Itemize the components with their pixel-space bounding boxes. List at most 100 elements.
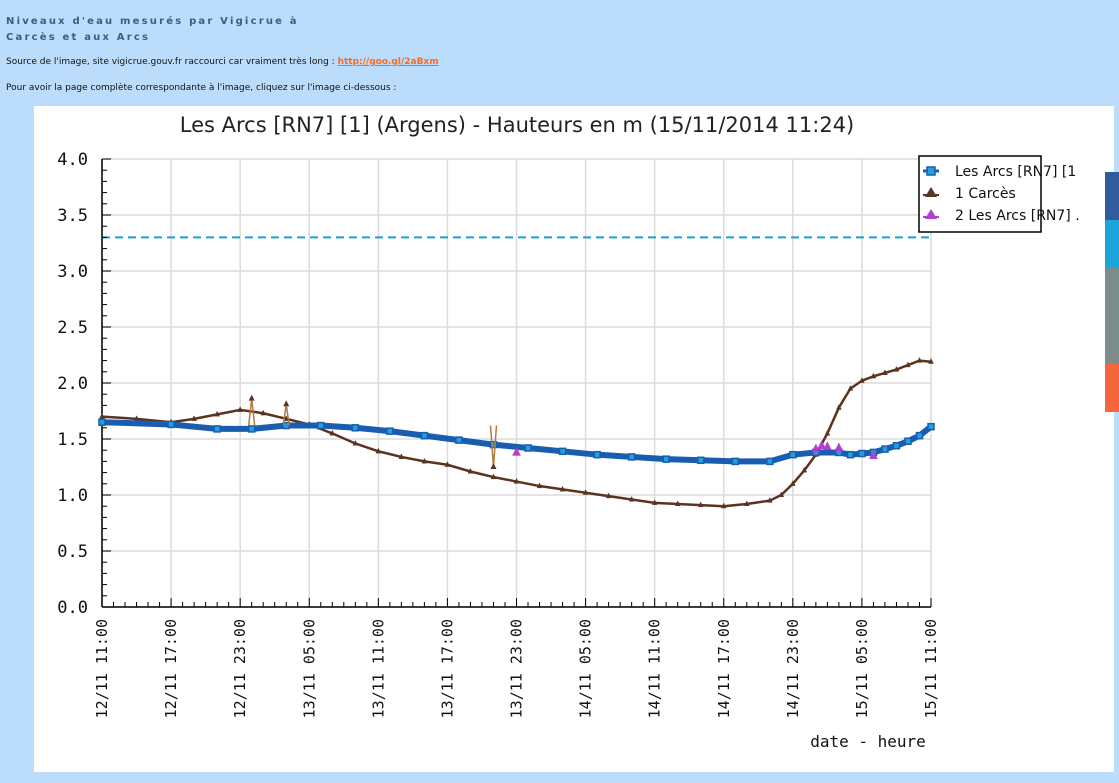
legend-marker-2 — [925, 187, 937, 197]
series-point-2 — [536, 482, 543, 489]
source-link[interactable]: http://goo.gl/2aBxm — [337, 57, 439, 67]
series-point-3 — [817, 440, 827, 449]
y-tick-label: 3.0 — [57, 262, 88, 282]
series-point-1 — [696, 456, 705, 465]
hint-text: Pour avoir la page complète correspondan… — [6, 83, 397, 93]
series-point-1 — [892, 441, 901, 450]
series-point-2 — [651, 499, 658, 505]
page-title: Niveaux d'eau mesurés par Vigicrue à Car… — [6, 14, 299, 46]
page-title-line1: Niveaux d'eau mesurés par Vigicrue à — [6, 16, 299, 27]
water-level-chart: Les Arcs [RN7] [1] (Argens) - Hauteurs e… — [57, 113, 1080, 751]
x-tick-label: 12/11 17:00 — [162, 619, 180, 718]
series-point-1 — [881, 445, 889, 453]
y-tick-label: 2.5 — [57, 318, 88, 338]
series-point-1 — [455, 436, 463, 444]
series-point-1 — [317, 421, 325, 430]
series-point-2 — [905, 361, 911, 368]
series-point-1 — [558, 447, 567, 456]
series-point-1 — [98, 418, 106, 426]
series-point-2 — [398, 453, 405, 459]
series-point-2 — [778, 491, 785, 498]
legend-marker-1 — [926, 166, 936, 176]
series-point-2 — [582, 489, 589, 495]
series-point-1 — [167, 420, 175, 429]
series-point-2 — [697, 501, 704, 508]
x-tick-label: 13/11 17:00 — [438, 619, 456, 718]
legend-marker-3 — [925, 209, 937, 219]
legend-label-3: 2 Les Arcs [RN7] . — [955, 208, 1080, 224]
y-tick-label: 2.0 — [57, 374, 88, 394]
x-tick-label: 15/11 05:00 — [853, 619, 871, 718]
series-point-1 — [858, 449, 866, 458]
series-point-1 — [846, 450, 855, 459]
series-point-2 — [421, 457, 428, 464]
side-bar-2 — [1105, 220, 1119, 268]
x-tick-label: 14/11 11:00 — [646, 619, 664, 718]
series-point-1 — [386, 427, 394, 435]
x-tick-label: 12/11 23:00 — [231, 619, 249, 718]
series-spike-marker — [283, 400, 290, 407]
source-line: Source de l'image, site vigicrue.gouv.fr… — [6, 57, 439, 67]
series-point-2 — [237, 406, 243, 412]
series-point-1 — [351, 424, 360, 432]
series-point-2 — [513, 478, 520, 484]
x-tick-label: 14/11 23:00 — [784, 619, 802, 718]
series-point-2 — [490, 473, 497, 480]
chart-title: Les Arcs [RN7] [1] (Argens) - Hauteurs e… — [180, 113, 855, 137]
series-point-2 — [444, 461, 451, 467]
series-point-2 — [916, 357, 923, 363]
series-spike-marker — [248, 394, 255, 401]
series-point-1 — [247, 425, 256, 433]
series-point-1 — [489, 440, 498, 449]
series-point-2 — [605, 492, 612, 499]
x-tick-label: 13/11 05:00 — [300, 619, 318, 718]
series-point-2 — [767, 497, 773, 503]
chart-image-link[interactable]: Les Arcs [RN7] [1] (Argens) - Hauteurs e… — [34, 106, 1114, 772]
series-point-2 — [801, 466, 808, 473]
series-point-1 — [524, 444, 532, 452]
series-point-2 — [928, 358, 934, 364]
x-tick-label: 14/11 05:00 — [577, 619, 595, 718]
series-point-1 — [904, 437, 912, 445]
series-point-2 — [790, 480, 796, 486]
series-point-2 — [870, 372, 877, 379]
series-point-2 — [214, 410, 220, 417]
series-point-3 — [512, 446, 521, 456]
series-point-3 — [834, 442, 844, 452]
series-spike-marker — [490, 463, 497, 469]
series-point-2 — [836, 404, 842, 410]
series-point-2 — [628, 495, 635, 502]
series-point-2 — [352, 439, 359, 446]
series-point-2 — [99, 413, 105, 419]
series-point-2 — [674, 500, 681, 507]
series-point-1 — [627, 453, 636, 461]
series-point-1 — [213, 425, 221, 433]
legend-label-1: Les Arcs [RN7] [1 — [955, 164, 1076, 180]
y-tick-label: 1.0 — [57, 486, 88, 506]
side-bar-3 — [1105, 268, 1119, 364]
series-point-2 — [824, 429, 831, 436]
series-point-1 — [789, 450, 797, 459]
series-point-2 — [559, 485, 566, 492]
series-point-2 — [859, 377, 865, 383]
series-point-2 — [283, 415, 290, 421]
series-point-2 — [720, 502, 727, 509]
legend-box — [918, 155, 1042, 233]
x-tick-label: 13/11 23:00 — [508, 619, 526, 718]
series-point-3 — [869, 450, 878, 460]
series-point-2 — [375, 447, 382, 454]
series-point-2 — [467, 467, 474, 474]
series-point-1 — [662, 455, 670, 463]
legend-label-2: 1 Carcès — [955, 186, 1016, 202]
series-point-2 — [893, 366, 900, 372]
x-tick-label: 12/11 11:00 — [93, 619, 111, 718]
series-point-1 — [927, 422, 935, 431]
x-tick-label: 13/11 11:00 — [369, 619, 387, 718]
page-title-line2: Carcès et aux Arcs — [6, 32, 151, 43]
y-tick-label: 3.5 — [57, 206, 88, 226]
side-bar-1 — [1105, 172, 1119, 220]
series-point-3 — [822, 441, 832, 451]
side-bar-4 — [1105, 364, 1119, 412]
y-tick-label: 1.5 — [57, 430, 88, 450]
series-point-2 — [191, 415, 197, 421]
